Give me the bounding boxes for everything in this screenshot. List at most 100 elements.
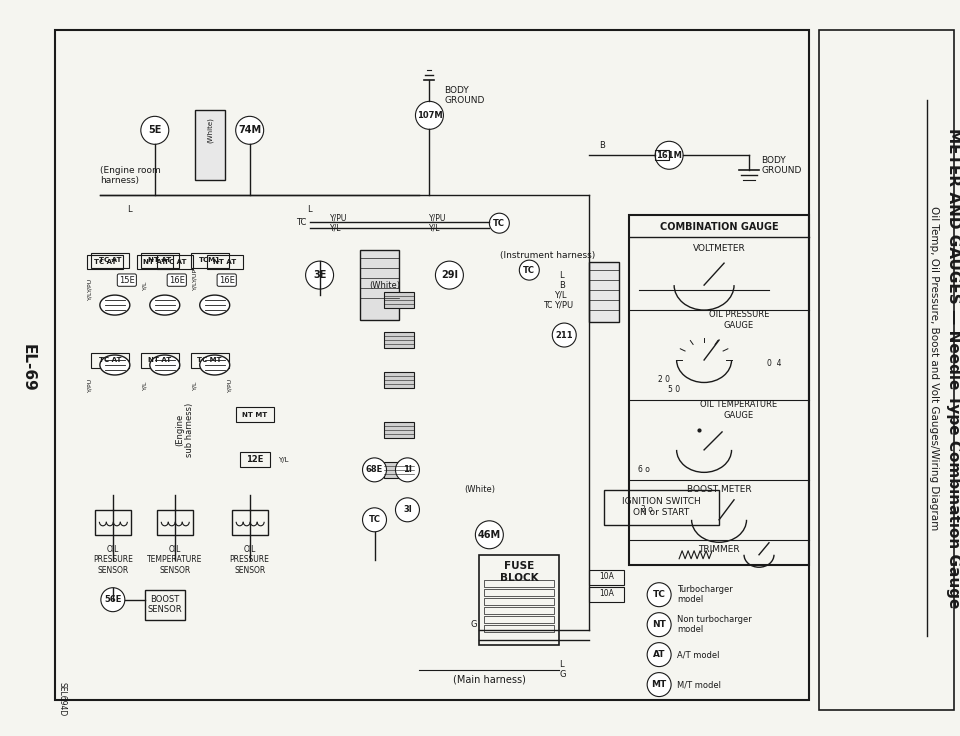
Circle shape (101, 588, 125, 612)
Ellipse shape (200, 295, 229, 315)
Text: 16E: 16E (219, 275, 234, 285)
Bar (485, 616, 554, 623)
Text: 0  4: 0 4 (767, 358, 781, 367)
Text: Non turbocharger
model: Non turbocharger model (677, 615, 752, 634)
Text: TC MT: TC MT (198, 357, 222, 363)
Text: (White): (White) (369, 280, 400, 289)
Ellipse shape (100, 295, 130, 315)
Bar (604, 490, 719, 525)
Bar (485, 580, 554, 587)
Bar (137, 255, 173, 269)
Text: IGNITION SWITCH
ON or START: IGNITION SWITCH ON or START (622, 497, 701, 517)
Text: BODY
GROUND: BODY GROUND (761, 155, 802, 175)
Text: TC: TC (297, 218, 307, 227)
Bar (385, 332, 415, 348)
Text: 10A: 10A (599, 590, 613, 598)
Text: SEL694D: SEL694D (58, 682, 67, 717)
Text: L: L (128, 205, 132, 214)
Bar (479, 555, 560, 645)
Circle shape (141, 116, 169, 144)
Bar (156, 510, 193, 535)
Text: 68E: 68E (366, 465, 383, 475)
Text: Y/UP: Y/UP (192, 268, 197, 282)
Bar (95, 510, 131, 535)
Bar (91, 353, 129, 367)
Text: TC AT: TC AT (99, 357, 121, 363)
Circle shape (436, 261, 464, 289)
Text: Y/PU: Y/PU (87, 278, 92, 292)
Circle shape (396, 458, 420, 482)
Text: 2 0: 2 0 (659, 375, 670, 384)
Bar (589, 570, 624, 584)
Text: Y/L: Y/L (192, 381, 197, 390)
Circle shape (519, 260, 540, 280)
Text: Y/PU: Y/PU (228, 378, 232, 392)
Text: OIL
PRESSURE
SENSOR: OIL PRESSURE SENSOR (93, 545, 132, 575)
Text: TC: TC (493, 219, 505, 227)
Bar (385, 292, 415, 308)
Text: EL-69: EL-69 (20, 344, 36, 392)
Text: NT AT: NT AT (148, 257, 172, 263)
Text: B: B (560, 280, 565, 289)
Text: FUSE
BLOCK: FUSE BLOCK (500, 561, 539, 582)
Text: 74M: 74M (238, 125, 261, 135)
Text: Oil Temp, Oil Pressure, Boost and Volt Gauges/Wiring Diagram: Oil Temp, Oil Pressure, Boost and Volt G… (928, 206, 939, 530)
Text: TC: TC (369, 515, 380, 524)
Text: NT AT: NT AT (143, 259, 166, 265)
Bar (485, 589, 554, 595)
Text: 211: 211 (556, 330, 573, 339)
Text: TC AT: TC AT (94, 259, 116, 265)
Circle shape (305, 261, 333, 289)
Bar (485, 625, 554, 631)
Text: AT: AT (653, 650, 665, 659)
Text: 5E: 5E (148, 125, 161, 135)
Bar (385, 422, 415, 438)
Bar (87, 255, 123, 269)
Text: (Instrument harness): (Instrument harness) (499, 251, 595, 260)
Text: NT AT: NT AT (148, 357, 172, 363)
Circle shape (655, 141, 684, 169)
Text: 16E: 16E (169, 275, 184, 285)
Text: M/T model: M/T model (677, 680, 721, 689)
Circle shape (647, 583, 671, 606)
Bar (206, 255, 243, 269)
Text: OIL
TEMPERATURE
SENSOR: OIL TEMPERATURE SENSOR (147, 545, 203, 575)
Text: 161M: 161M (657, 151, 682, 160)
Text: METER AND GAUGES — Needle Type Combination Gauge: METER AND GAUGES — Needle Type Combinati… (947, 128, 960, 608)
Ellipse shape (200, 355, 229, 375)
Text: 6 o: 6 o (638, 465, 650, 475)
Text: 3E: 3E (313, 270, 326, 280)
Circle shape (363, 458, 387, 482)
Text: Y/L: Y/L (329, 224, 341, 233)
Text: Y/L: Y/L (142, 280, 147, 290)
Text: Y/PU: Y/PU (554, 300, 573, 310)
Circle shape (475, 521, 503, 549)
Text: (White): (White) (464, 485, 494, 495)
Text: Y/PU: Y/PU (87, 378, 92, 392)
Bar (141, 353, 179, 367)
Bar (485, 598, 554, 605)
Text: L: L (560, 660, 564, 669)
Text: Y/L: Y/L (429, 224, 441, 233)
Text: (Main harness): (Main harness) (453, 675, 526, 684)
Text: B: B (599, 141, 605, 150)
Text: G: G (560, 670, 565, 679)
Text: 29I: 29I (441, 270, 458, 280)
Bar (360, 250, 399, 320)
Bar (195, 110, 225, 180)
Text: 5 0: 5 0 (668, 386, 681, 394)
Ellipse shape (150, 295, 180, 315)
Text: OIL PRESSURE
GAUGE: OIL PRESSURE GAUGE (708, 311, 769, 330)
Bar (191, 353, 228, 367)
Text: NT AT: NT AT (213, 259, 236, 265)
Text: MT: MT (652, 680, 667, 689)
Text: L: L (560, 271, 564, 280)
Text: 3 o: 3 o (641, 506, 653, 514)
Text: TCM1: TCM1 (199, 257, 221, 263)
Text: Y/PU: Y/PU (429, 213, 446, 223)
Bar (655, 150, 669, 160)
Bar (55, 30, 809, 699)
Circle shape (490, 213, 510, 233)
Circle shape (396, 498, 420, 522)
Ellipse shape (100, 355, 130, 375)
